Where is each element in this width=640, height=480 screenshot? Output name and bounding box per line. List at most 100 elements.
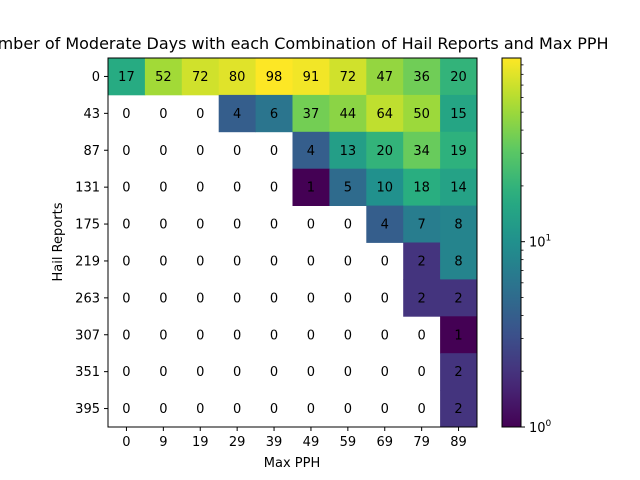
cell-value-label: 0 <box>196 218 204 233</box>
heatmap-cell <box>255 94 293 133</box>
heatmap-cell <box>366 205 404 243</box>
cell-value-label: 0 <box>381 254 389 269</box>
colorbar-ticks: 100 101 <box>521 64 552 436</box>
heatmap-cell <box>403 279 441 317</box>
cell-value-label: 0 <box>381 328 389 343</box>
cell-value-label: 0 <box>122 218 130 233</box>
y-tick-label: 351 <box>75 365 100 380</box>
cell-value-label: 17 <box>118 70 135 85</box>
y-tick-label: 131 <box>75 181 100 196</box>
cell-value-label: 4 <box>233 107 241 122</box>
cell-value-label: 0 <box>122 144 130 159</box>
colorbar-tick-label: 101 <box>529 234 551 251</box>
x-tick-label: 9 <box>159 435 167 450</box>
y-axis-label: Hail Reports <box>51 202 66 281</box>
cell-value-label: 0 <box>159 291 167 306</box>
cell-value-label: 0 <box>344 254 352 269</box>
cell-value-label: 80 <box>229 70 246 85</box>
heatmap-cell <box>440 316 478 354</box>
heatmap-cell <box>440 279 478 317</box>
heatmap-cell <box>440 390 478 428</box>
cell-value-label: 15 <box>450 107 467 122</box>
x-tick-label: 69 <box>376 435 393 450</box>
cell-value-label: 2 <box>454 402 462 417</box>
cell-value-label: 0 <box>344 365 352 380</box>
heatmap-cell <box>440 94 478 133</box>
cell-value-label: 0 <box>307 254 315 269</box>
cell-value-label: 64 <box>376 107 393 122</box>
y-tick-label: 0 <box>92 70 100 85</box>
heatmap-cell <box>403 58 441 96</box>
x-tick-label: 49 <box>303 435 320 450</box>
heatmap-cell <box>366 168 404 206</box>
plot-frame <box>107 57 478 428</box>
cell-value-label: 0 <box>122 107 130 122</box>
cell-value-label: 0 <box>233 144 241 159</box>
cell-value-label: 0 <box>344 402 352 417</box>
heatmap-cell <box>440 353 478 391</box>
heatmap-cell <box>292 131 330 170</box>
cell-value-label: 0 <box>381 402 389 417</box>
cell-value-label: 0 <box>233 181 241 196</box>
cell-value-label: 0 <box>159 218 167 233</box>
cell-value-label: 2 <box>454 365 462 380</box>
y-tick-label: 307 <box>75 328 100 343</box>
heatmap-cell <box>108 58 146 96</box>
y-tick-label: 43 <box>83 107 100 122</box>
heatmap-cell <box>403 205 441 243</box>
x-tick-label: 29 <box>229 435 246 450</box>
cell-value-label: 0 <box>418 328 426 343</box>
heatmap-cell <box>403 168 441 206</box>
y-tick-label: 395 <box>75 402 100 417</box>
heatmap-cell <box>440 58 478 96</box>
cell-value-label: 0 <box>270 218 278 233</box>
cell-value-label: 0 <box>381 291 389 306</box>
cell-value-label: 0 <box>233 254 241 269</box>
cell-value-label: 0 <box>196 254 204 269</box>
cell-value-label: 0 <box>270 291 278 306</box>
x-axis-label: Max PPH <box>264 456 320 471</box>
cell-value-label: 47 <box>376 70 393 85</box>
cell-value-label: 0 <box>196 328 204 343</box>
cell-value-label: 19 <box>450 144 467 159</box>
heatmap-cell <box>440 205 478 243</box>
cell-value-label: 0 <box>307 218 315 233</box>
cell-value-label: 0 <box>196 181 204 196</box>
x-tick-label: 39 <box>266 435 283 450</box>
cell-value-label: 0 <box>159 328 167 343</box>
cell-value-label: 0 <box>159 144 167 159</box>
cell-value-label: 0 <box>270 144 278 159</box>
x-tick-label: 19 <box>192 435 209 450</box>
cell-value-label: 0 <box>122 365 130 380</box>
cell-value-label: 72 <box>340 70 357 85</box>
cell-value-label: 91 <box>303 70 320 85</box>
cell-value-label: 0 <box>270 402 278 417</box>
cell-value-label: 0 <box>233 218 241 233</box>
cell-value-label: 34 <box>413 144 430 159</box>
cell-value-label: 0 <box>381 365 389 380</box>
cell-value-label: 0 <box>418 402 426 417</box>
x-tick-label: 59 <box>340 435 357 450</box>
heatmap-cell <box>403 242 441 280</box>
cell-value-label: 2 <box>418 291 426 306</box>
cell-value-label: 18 <box>413 181 430 196</box>
y-tick-label: 219 <box>75 254 100 269</box>
y-axis-ticks: 0 43 87 131 175 219 263 307 351 395 <box>75 70 108 417</box>
heatmap-cell <box>218 94 256 133</box>
cell-value-label: 6 <box>270 107 278 122</box>
cell-value-label: 0 <box>196 402 204 417</box>
heatmap-cell <box>329 168 367 206</box>
cell-value-label: 0 <box>196 107 204 122</box>
cell-value-label: 20 <box>376 144 393 159</box>
cell-value-label: 0 <box>122 254 130 269</box>
cell-value-label: 10 <box>376 181 393 196</box>
cell-value-label: 0 <box>159 365 167 380</box>
cell-value-label: 0 <box>233 365 241 380</box>
heatmap-cell <box>292 58 330 96</box>
cell-value-label: 0 <box>270 254 278 269</box>
cell-value-label: 13 <box>340 144 357 159</box>
cell-value-label: 0 <box>270 181 278 196</box>
heatmap-cell <box>144 58 183 96</box>
cell-value-label: 37 <box>303 107 320 122</box>
cell-value-label: 0 <box>233 402 241 417</box>
